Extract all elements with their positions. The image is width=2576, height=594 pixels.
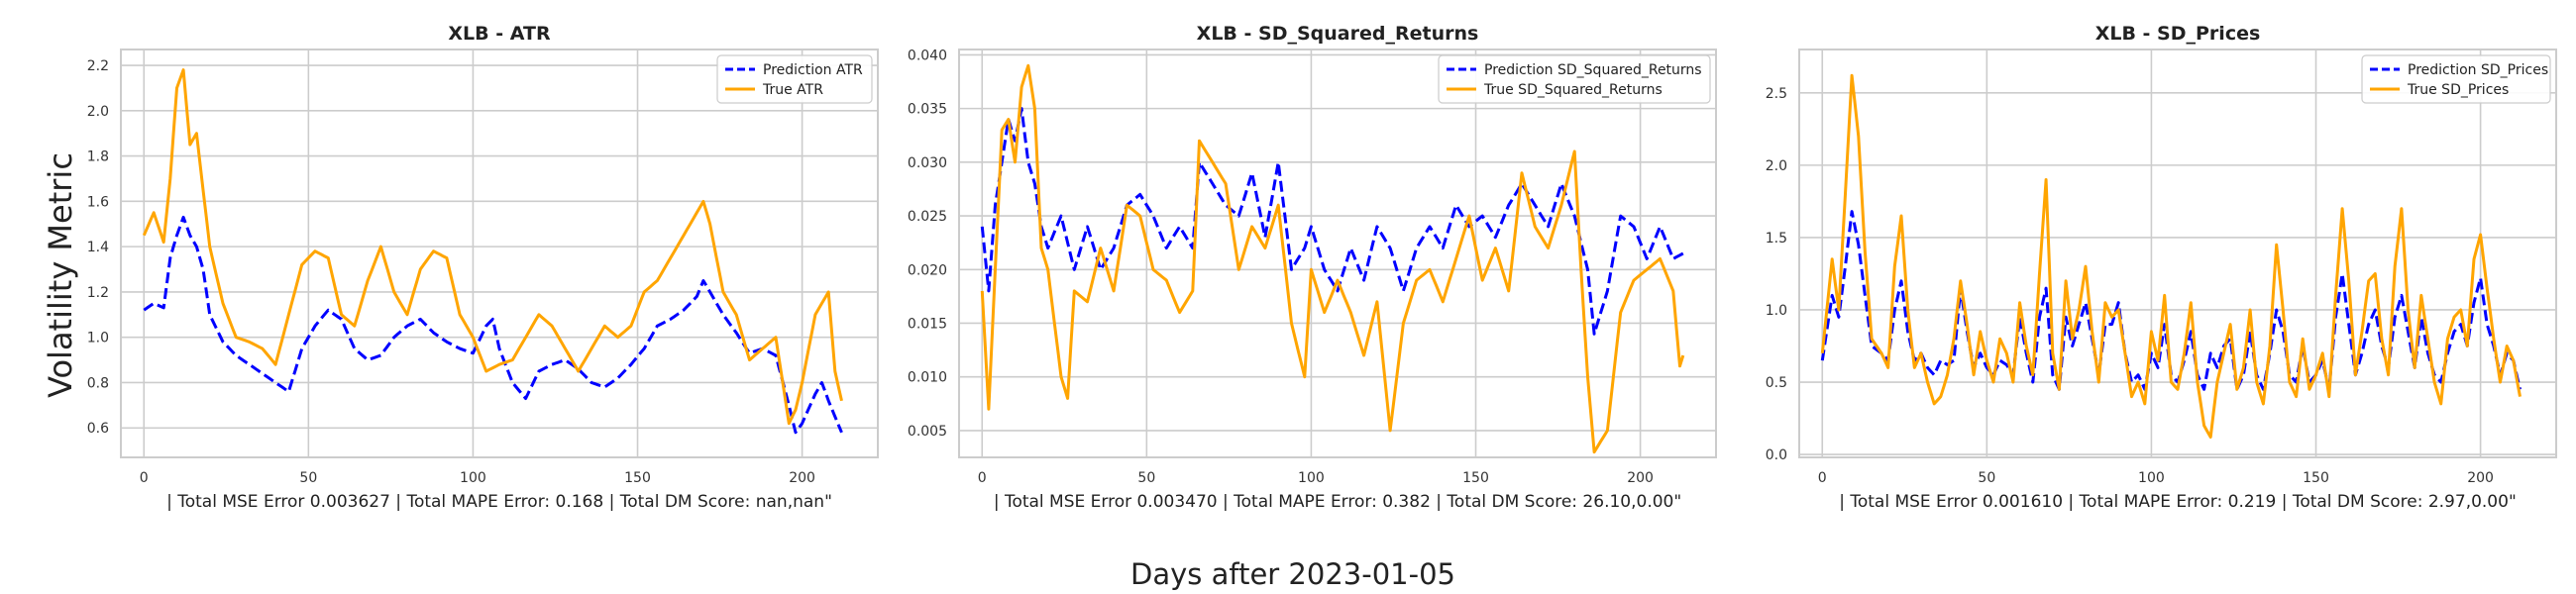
- y-tick-label: 2.0: [1766, 158, 1787, 174]
- x-tick-label: 150: [624, 470, 651, 486]
- y-tick-label: 0.025: [908, 209, 947, 225]
- figure-ylabel: Volatility Metric: [42, 152, 79, 398]
- y-tick-label: 1.2: [87, 285, 109, 301]
- series-line-prediction: [143, 215, 843, 435]
- x-tick-label: 50: [1137, 470, 1155, 486]
- series-line-true: [1820, 73, 2522, 439]
- x-tick-label: 50: [299, 470, 317, 486]
- plot-frame: [120, 49, 879, 458]
- chart-caption: | Total MSE Error 0.003470 | Total MAPE …: [994, 492, 1681, 512]
- legend: Prediction SD_Prices True SD_Prices: [2361, 54, 2551, 104]
- plot-background: [959, 50, 1716, 457]
- y-tick-label: 2.5: [1766, 86, 1787, 102]
- y-tick-label: 1.6: [87, 194, 109, 210]
- y-tick-label: 1.0: [87, 331, 109, 346]
- chart-title: XLB - ATR: [448, 23, 551, 45]
- legend-label: True SD_Squared_Returns: [1483, 82, 1663, 98]
- x-tick-label: 0: [1818, 470, 1827, 486]
- legend: Prediction SD_Squared_Returns True SD_Squ…: [1438, 54, 1711, 104]
- figure-xlabel: Days after 2023-01-05: [1130, 557, 1455, 591]
- x-tick-label: 200: [1627, 470, 1654, 486]
- chart-caption: | Total MSE Error 0.003627 | Total MAPE …: [166, 492, 832, 512]
- x-tick-label: 0: [140, 470, 149, 486]
- y-tick-label: 1.0: [1766, 303, 1787, 319]
- x-tick-label: 200: [2467, 470, 2494, 486]
- legend-label: True SD_Prices: [2407, 82, 2509, 98]
- y-tick-label: 1.8: [87, 149, 109, 165]
- series-line-true: [142, 68, 843, 426]
- y-tick-label: 0.040: [908, 48, 947, 63]
- y-tick-label: 1.5: [1766, 231, 1787, 247]
- plot-frame: [1798, 49, 2557, 458]
- chart-title: XLB - SD_Prices: [2095, 23, 2261, 45]
- y-tick-label: 0.6: [87, 421, 109, 437]
- legend-label: Prediction SD_Squared_Returns: [1484, 62, 1702, 78]
- series-line-prediction: [980, 107, 1684, 336]
- y-tick-label: 0.5: [1766, 375, 1787, 391]
- chart-panel-2: 0.005 0.010 0.015 0.020 0.025 0.030 0.035 0.040…: [908, 23, 1717, 512]
- x-tick-label: 100: [1298, 470, 1325, 486]
- y-tick-label: 0.010: [908, 370, 947, 386]
- series-line-true: [980, 63, 1685, 454]
- legend-label: Prediction ATR: [763, 62, 863, 78]
- chart-caption: | Total MSE Error 0.001610 | Total MAPE …: [1839, 492, 2517, 512]
- y-tick-label: 2.2: [87, 58, 109, 74]
- plot-background: [121, 50, 878, 457]
- y-tick-label: 0.8: [87, 375, 109, 391]
- x-tick-label: 150: [1462, 470, 1489, 486]
- y-tick-label: 0.005: [908, 424, 947, 440]
- legend-label: True ATR: [762, 82, 823, 98]
- x-tick-label: 50: [1978, 470, 1995, 486]
- y-tick-label: 2.0: [87, 104, 109, 120]
- x-tick-label: 100: [460, 470, 486, 486]
- y-tick-label: 0.030: [908, 155, 947, 171]
- panels: 0.6 0.8 1.0 1.2 1.4 1.6 1.8 2.0 2.2 0 50 100 150 200 X…: [87, 23, 2557, 512]
- y-tick-label: 1.4: [87, 240, 109, 255]
- y-tick-label: 0.0: [1766, 447, 1787, 463]
- legend: Prediction ATR True ATR: [716, 54, 873, 104]
- x-tick-label: 150: [2303, 470, 2329, 486]
- legend-box: [1438, 54, 1711, 104]
- x-tick-label: 0: [978, 470, 987, 486]
- y-tick-label: 0.035: [908, 102, 947, 118]
- legend-label: Prediction SD_Prices: [2408, 62, 2548, 78]
- x-tick-label: 200: [789, 470, 815, 486]
- chart-panel-3: 0.0 0.5 1.0 1.5 2.0 2.5 0 50 100 150 200 XLB - SD_P…: [1766, 23, 2557, 512]
- legend-box: [2361, 54, 2551, 104]
- legend-box: [716, 54, 873, 104]
- y-tick-label: 0.020: [908, 262, 947, 278]
- y-tick-label: 0.015: [908, 316, 947, 332]
- plot-frame: [958, 49, 1717, 458]
- x-tick-label: 100: [2138, 470, 2165, 486]
- chart-title: XLB - SD_Squared_Returns: [1197, 23, 1479, 45]
- chart-panel-1: 0.6 0.8 1.0 1.2 1.4 1.6 1.8 2.0 2.2 0 50 100 150 200 X…: [87, 23, 879, 512]
